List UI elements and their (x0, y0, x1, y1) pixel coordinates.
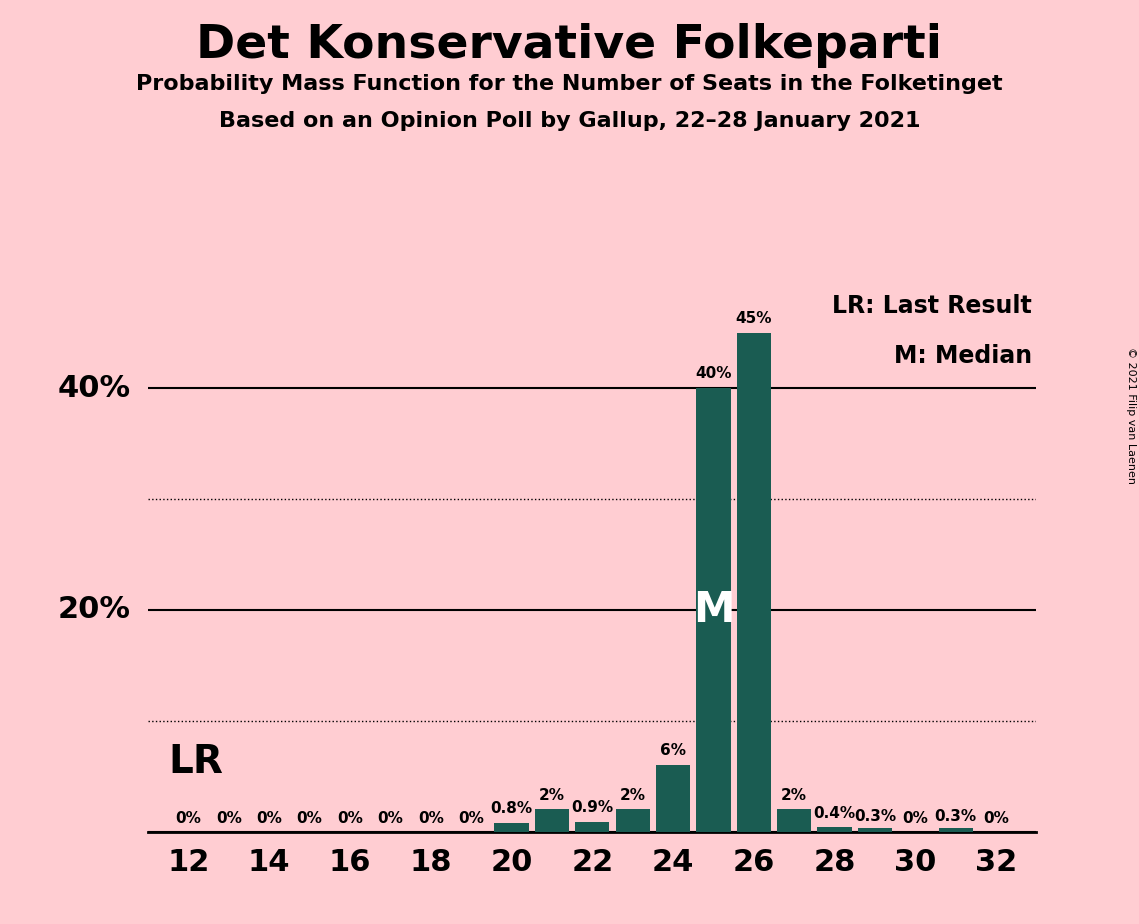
Text: 40%: 40% (58, 373, 131, 403)
Text: Probability Mass Function for the Number of Seats in the Folketinget: Probability Mass Function for the Number… (137, 74, 1002, 94)
Bar (534, 809, 570, 832)
Bar (818, 827, 852, 832)
Text: 0.3%: 0.3% (854, 808, 896, 824)
Bar (494, 822, 528, 832)
Text: Det Konservative Folkeparti: Det Konservative Folkeparti (197, 23, 942, 68)
Text: 0.4%: 0.4% (813, 806, 855, 821)
Text: 2%: 2% (620, 788, 646, 803)
Text: 0%: 0% (216, 811, 241, 826)
Bar (615, 809, 650, 832)
Text: 0%: 0% (256, 811, 282, 826)
Text: 0%: 0% (902, 811, 928, 826)
Bar (696, 388, 730, 832)
Text: 0%: 0% (296, 811, 322, 826)
Text: 6%: 6% (659, 744, 686, 759)
Text: 0.8%: 0.8% (491, 801, 533, 816)
Text: LR: Last Result: LR: Last Result (833, 294, 1032, 318)
Text: 0.9%: 0.9% (572, 800, 613, 815)
Text: 0%: 0% (458, 811, 484, 826)
Text: 2%: 2% (539, 788, 565, 803)
Text: 0%: 0% (377, 811, 403, 826)
Text: M: Median: M: Median (894, 344, 1032, 368)
Bar (858, 828, 892, 832)
Text: 0.3%: 0.3% (935, 808, 977, 824)
Bar (939, 828, 973, 832)
Text: 0%: 0% (337, 811, 363, 826)
Bar (777, 809, 811, 832)
Text: 0%: 0% (175, 811, 202, 826)
Text: 20%: 20% (58, 595, 131, 625)
Text: 2%: 2% (781, 788, 808, 803)
Text: LR: LR (169, 743, 223, 781)
Bar (737, 333, 771, 832)
Text: 45%: 45% (736, 311, 772, 326)
Bar (656, 765, 690, 832)
Text: M: M (693, 589, 735, 631)
Text: 0%: 0% (418, 811, 444, 826)
Text: 40%: 40% (695, 367, 731, 382)
Text: Based on an Opinion Poll by Gallup, 22–28 January 2021: Based on an Opinion Poll by Gallup, 22–2… (219, 111, 920, 131)
Text: © 2021 Filip van Laenen: © 2021 Filip van Laenen (1126, 347, 1136, 484)
Bar (575, 821, 609, 832)
Text: 0%: 0% (983, 811, 1009, 826)
